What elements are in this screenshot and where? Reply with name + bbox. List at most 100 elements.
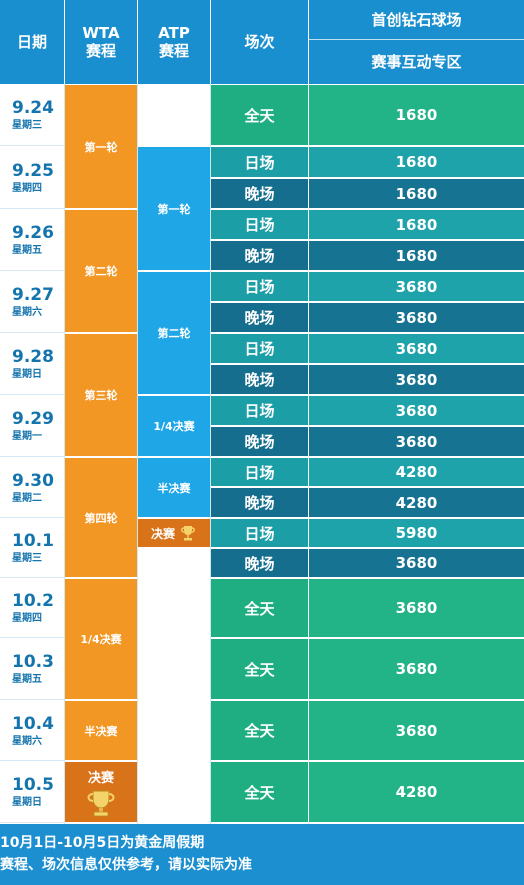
date-weekday: 星期日 xyxy=(12,369,42,380)
wta-round-label: 第一轮 xyxy=(84,140,118,154)
date-cell: 10.3 星期五 xyxy=(0,639,64,700)
atp-round: 第一轮 xyxy=(138,147,210,271)
price-cell: 3680 xyxy=(309,701,524,761)
price-cell: 1680 xyxy=(309,241,524,271)
session-label: 全天 xyxy=(244,722,275,740)
price-value: 3680 xyxy=(395,308,438,327)
price-value: 1680 xyxy=(395,246,438,265)
price-cell: 3680 xyxy=(309,365,524,395)
price-cell: 1680 xyxy=(309,179,524,209)
session-label: 晚场 xyxy=(244,433,275,451)
wta-round: 半决赛 xyxy=(65,701,137,761)
price-cell: 3680 xyxy=(309,303,524,333)
date-value: 9.24 xyxy=(12,98,54,118)
session-cell: 日场 xyxy=(211,147,308,178)
session-cell: 全天 xyxy=(211,762,308,823)
session-label: 日场 xyxy=(244,153,275,172)
trophy-icon xyxy=(87,790,115,817)
date-value: 10.5 xyxy=(12,775,54,795)
session-cell: 晚场 xyxy=(211,427,308,457)
price-cell: 3680 xyxy=(309,427,524,457)
date-cell: 9.30 星期二 xyxy=(0,458,64,518)
price-cell: 4280 xyxy=(309,762,524,823)
atp-round-label: 半决赛 xyxy=(157,481,191,495)
session-label: 晚场 xyxy=(244,494,275,512)
date-weekday: 星期一 xyxy=(12,431,42,442)
price-cell: 3680 xyxy=(309,396,524,426)
wta-round-label: 半决赛 xyxy=(84,724,118,738)
price-cell: 4280 xyxy=(309,458,524,487)
price-value: 1680 xyxy=(395,215,438,234)
session-cell: 全天 xyxy=(211,639,308,700)
price-value: 3680 xyxy=(395,554,438,572)
session-cell: 日场 xyxy=(211,210,308,240)
atp-final: 决赛 xyxy=(138,519,210,548)
session-label: 晚场 xyxy=(244,247,275,265)
wta-round: 第二轮 xyxy=(65,210,137,333)
atp-round-label: 1/4决赛 xyxy=(153,420,195,433)
date-cell: 9.25 星期四 xyxy=(0,147,64,209)
header-session: 场次 xyxy=(211,0,308,84)
price-value: 3680 xyxy=(395,432,438,451)
wta-round-label: 第二轮 xyxy=(84,265,118,278)
wta-round-label: 第四轮 xyxy=(84,511,118,525)
session-label: 晚场 xyxy=(244,371,275,389)
session-cell: 晚场 xyxy=(211,488,308,518)
session-cell: 晚场 xyxy=(211,365,308,395)
header-wta: WTA 赛程 xyxy=(65,0,137,84)
session-label: 全天 xyxy=(244,783,275,802)
session-cell: 日场 xyxy=(211,272,308,302)
wta-round-label: 第三轮 xyxy=(84,389,118,402)
price-value: 4280 xyxy=(395,783,438,801)
header-atp-line1: ATP xyxy=(158,24,190,42)
session-cell: 日场 xyxy=(211,519,308,548)
session-cell: 日场 xyxy=(211,458,308,487)
price-value: 3680 xyxy=(395,599,438,617)
price-cell: 3680 xyxy=(309,579,524,638)
column-divider xyxy=(64,84,65,824)
date-cell: 9.26 星期五 xyxy=(0,210,64,271)
date-value: 10.3 xyxy=(12,652,54,672)
session-label: 晚场 xyxy=(244,554,275,573)
date-value: 9.29 xyxy=(12,409,54,429)
session-label: 日场 xyxy=(244,463,275,482)
session-cell: 晚场 xyxy=(211,549,308,578)
price-value: 1680 xyxy=(395,106,438,124)
date-value: 9.27 xyxy=(12,285,54,305)
session-cell: 晚场 xyxy=(211,303,308,333)
price-cell: 3680 xyxy=(309,334,524,364)
date-weekday: 星期五 xyxy=(12,674,42,685)
session-cell: 晚场 xyxy=(211,241,308,271)
session-label: 晚场 xyxy=(244,185,275,203)
column-divider xyxy=(137,84,138,824)
header-zone: 赛事互动专区 xyxy=(309,40,524,84)
wta-round-label: 1/4决赛 xyxy=(80,633,122,646)
header-date-label: 日期 xyxy=(16,33,47,51)
wta-round: 第四轮 xyxy=(65,458,137,578)
date-cell: 9.28 星期日 xyxy=(0,334,64,395)
footer-line-disclaimer: 赛程、场次信息仅供参考，请以实际为准 xyxy=(0,857,252,873)
wta-round: 1/4决赛 xyxy=(65,579,137,700)
header-atp: ATP 赛程 xyxy=(138,0,210,84)
price-value: 4280 xyxy=(395,493,438,512)
date-weekday: 星期六 xyxy=(12,735,42,747)
footer-notice: 10月1日-10月5日为黄金周假期 赛程、场次信息仅供参考，请以实际为准 xyxy=(0,824,524,885)
price-value: 1680 xyxy=(395,184,438,203)
atp-round-label: 第一轮 xyxy=(157,202,191,216)
header-session-label: 场次 xyxy=(244,33,275,51)
header-date: 日期 xyxy=(0,0,64,84)
price-value: 3680 xyxy=(395,370,438,389)
price-value: 3680 xyxy=(395,721,438,740)
trophy-icon xyxy=(181,526,195,541)
price-value: 3680 xyxy=(395,660,438,678)
session-label: 全天 xyxy=(244,660,275,679)
date-value: 10.4 xyxy=(12,713,54,734)
date-weekday: 星期五 xyxy=(12,245,42,256)
atp-round-label: 第二轮 xyxy=(157,327,191,340)
header-atp-line2: 赛程 xyxy=(158,42,189,60)
session-label: 日场 xyxy=(244,340,275,358)
date-cell: 10.2 星期四 xyxy=(0,579,64,638)
date-weekday: 星期四 xyxy=(12,613,42,624)
date-cell: 9.24 星期三 xyxy=(0,85,64,146)
session-label: 全天 xyxy=(244,106,275,125)
